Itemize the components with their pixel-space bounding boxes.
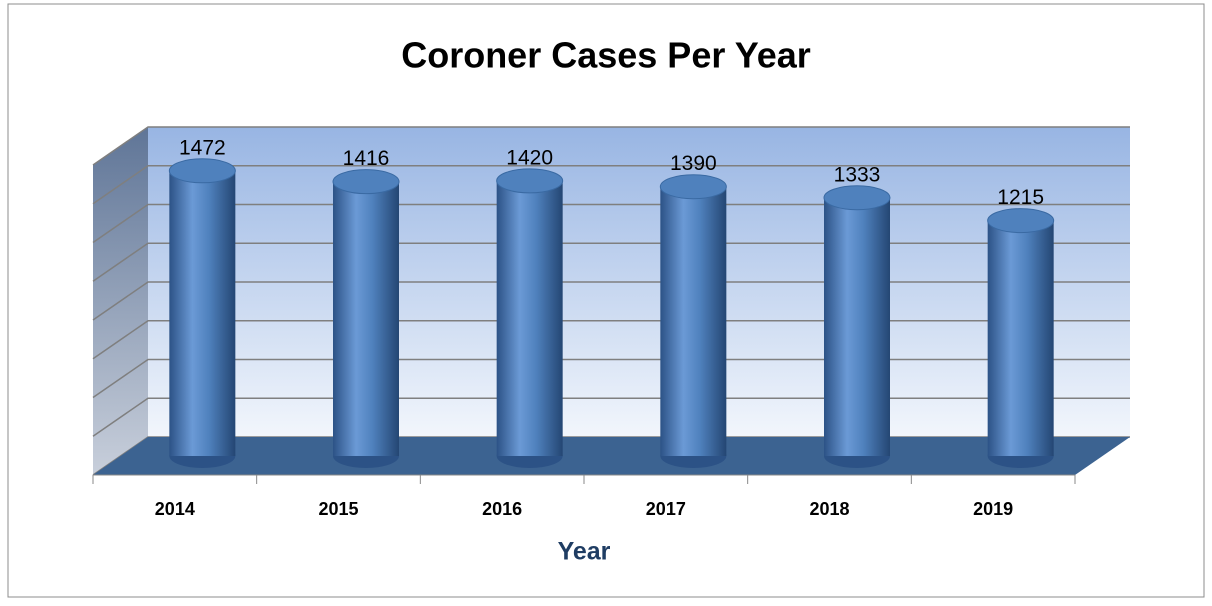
value-label: 1333 xyxy=(834,163,881,186)
x-tick-label: 2016 xyxy=(482,499,522,519)
bar-top xyxy=(168,158,236,184)
bar xyxy=(333,181,399,456)
bar-top xyxy=(823,185,891,211)
grid-line xyxy=(92,358,1130,399)
bar-top xyxy=(659,174,727,200)
x-tick-label: 2018 xyxy=(809,499,849,519)
floor xyxy=(93,437,1130,475)
grid-line xyxy=(92,242,1130,282)
bar xyxy=(824,197,890,456)
value-label: 1215 xyxy=(997,186,1044,209)
bar-top xyxy=(987,208,1055,234)
bar-top xyxy=(332,169,400,195)
value-label: 1390 xyxy=(670,152,717,175)
value-label: 1472 xyxy=(179,136,226,159)
grid-line xyxy=(92,320,1130,360)
bar xyxy=(169,170,236,457)
grid-line xyxy=(92,397,1130,437)
bar-top xyxy=(496,168,564,194)
x-tick-label: 2017 xyxy=(646,499,686,519)
grid-line xyxy=(92,165,1130,205)
bar xyxy=(987,220,1054,456)
value-label: 1420 xyxy=(506,146,553,169)
grid-line xyxy=(92,281,1130,321)
bar xyxy=(660,186,727,456)
value-label: 1416 xyxy=(343,147,390,170)
x-tick-label: 2015 xyxy=(318,499,358,519)
grid-line xyxy=(92,203,1130,244)
bar xyxy=(496,180,563,456)
x-axis-label: Year xyxy=(558,538,611,566)
grid-line xyxy=(92,126,1130,166)
x-tick-label: 2014 xyxy=(155,499,195,519)
x-tick-label: 2019 xyxy=(973,499,1013,519)
chart-title: Coroner Cases Per Year xyxy=(401,35,811,76)
